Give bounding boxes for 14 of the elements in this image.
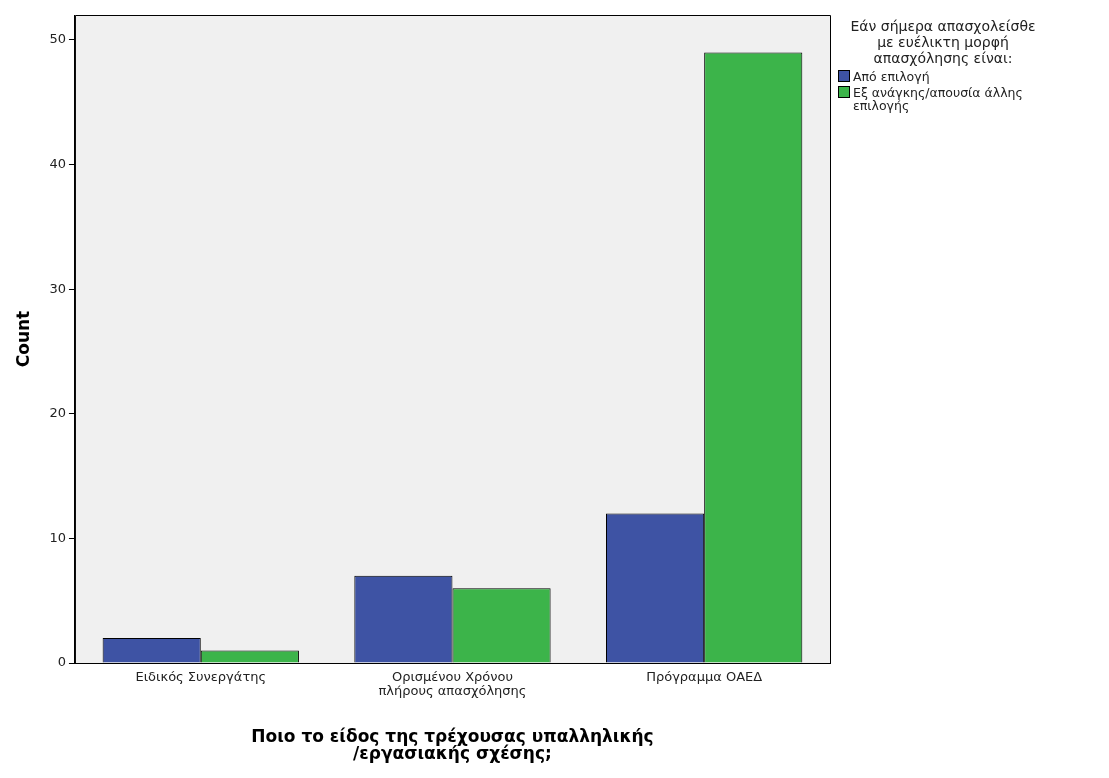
y-tick-label: 50 xyxy=(49,31,66,47)
legend-label: Εξ ανάγκης/απουσία άλλης επιλογής xyxy=(853,85,1024,113)
y-tick-label: 10 xyxy=(49,529,66,545)
x-tick-label: Ειδικός Συνεργάτης xyxy=(135,669,267,685)
x-axis-title: Ποιο το είδος της τρέχουσας υπαλληλικής /εργασιακής σχέσης; xyxy=(251,725,654,764)
y-axis-title: Count xyxy=(12,310,33,368)
y-tick-label: 0 xyxy=(57,654,66,670)
y-tick-label: 40 xyxy=(49,155,66,171)
y-tick-label: 30 xyxy=(49,280,66,296)
x-tick-label: Πρόγραμμα ΟΑΕΔ xyxy=(646,669,763,685)
legend-label: Από επιλογή xyxy=(853,69,930,84)
y-tick-label: 20 xyxy=(49,405,66,421)
x-tick-label: Ορισμένου Χρόνου πλήρους απασχόλησης xyxy=(378,669,527,698)
legend-title: Εάν σήμερα απασχολείσθε με ευέλικτη μορφή απασχόλησης είναι: xyxy=(849,18,1037,66)
